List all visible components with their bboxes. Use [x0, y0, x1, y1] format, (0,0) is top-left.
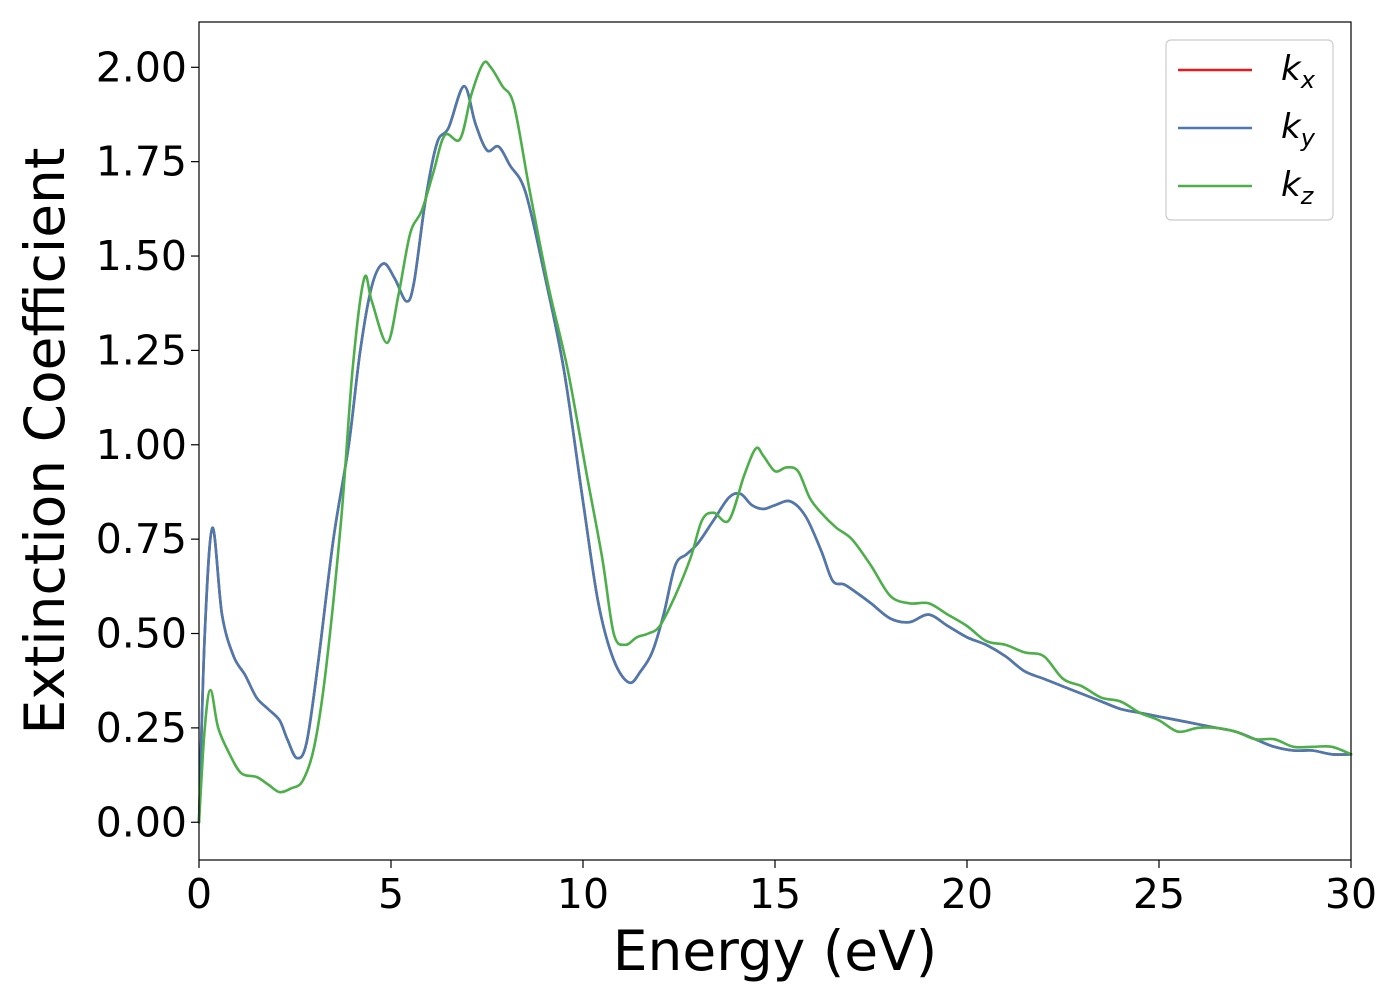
- x-tick-label: 25: [1133, 870, 1185, 918]
- x-axis-label: Energy (eV): [613, 919, 937, 983]
- y-tick-label: 1.50: [96, 232, 187, 280]
- x-tick-label: 0: [186, 870, 212, 918]
- y-tick-label: 0.25: [96, 704, 187, 752]
- y-axis-label: Extinction Coefficient: [13, 148, 77, 735]
- legend-box: [1165, 39, 1334, 221]
- x-tick-label: 15: [749, 870, 801, 918]
- y-axis-ticks: 0.00 0.25 0.50 0.75 1.00 1.25 1.50 1.75 2.00: [96, 43, 199, 846]
- y-tick-label: 2.00: [96, 43, 187, 91]
- x-tick-label: 10: [557, 870, 609, 918]
- y-tick-label: 1.25: [96, 326, 187, 374]
- y-tick-label: 0.50: [96, 610, 187, 658]
- x-tick-label: 5: [378, 870, 404, 918]
- x-tick-label: 20: [941, 870, 993, 918]
- y-tick-label: 1.00: [96, 421, 187, 469]
- y-tick-label: 0.00: [96, 798, 187, 846]
- y-tick-label: 1.75: [96, 138, 187, 186]
- y-tick-label: 0.75: [96, 515, 187, 563]
- x-axis-ticks: 0 5 10 15 20 25 30: [186, 860, 1377, 918]
- x-tick-label: 30: [1325, 870, 1377, 918]
- series-layer: [197, 60, 1353, 824]
- series-line-z: [197, 60, 1353, 824]
